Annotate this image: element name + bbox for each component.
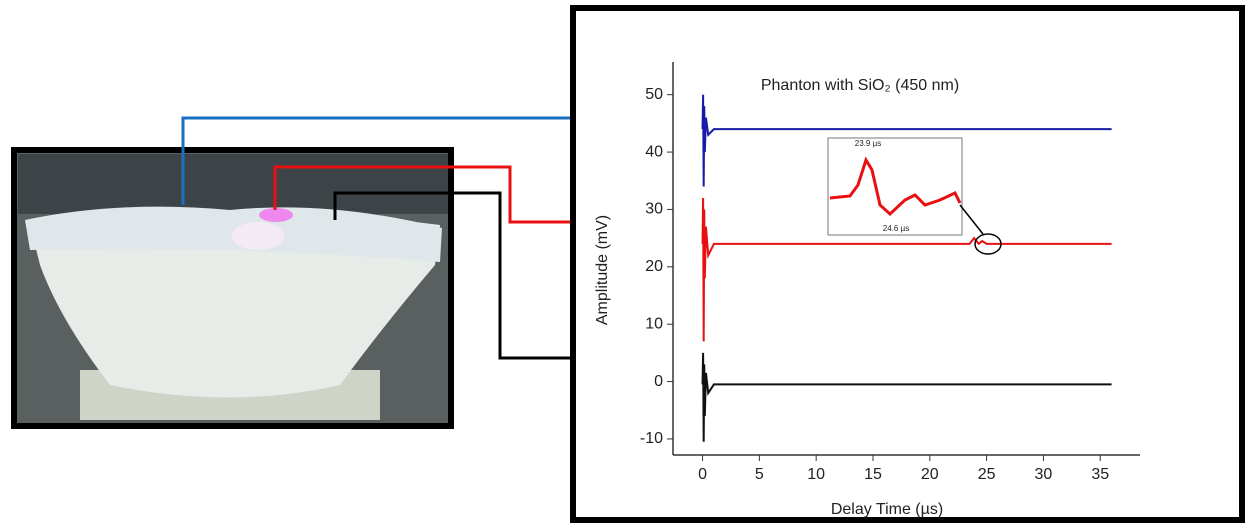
y-axis-label: Amplitude (mV)	[594, 215, 611, 325]
x-tick-label: 0	[698, 466, 707, 483]
highlight-ellipse	[974, 233, 1002, 255]
chart-title: Phanton with SiO₂ (450 nm)	[761, 77, 959, 94]
plot: -10 0 10 20 30 40 50 0 5 10 15 20 25 30 35	[640, 62, 1140, 483]
trace	[701, 197, 1112, 342]
inset-label: 24.6 µs	[883, 224, 909, 233]
x-axis-label: Delay Time (µs)	[831, 501, 943, 518]
x-tick-label: 10	[807, 466, 825, 483]
bowl	[30, 210, 440, 398]
y-tick-label: 50	[645, 86, 663, 103]
trace	[701, 352, 1112, 442]
x-tick-label: 5	[755, 466, 764, 483]
y-tick-label: 0	[654, 373, 663, 390]
photo-background	[18, 154, 448, 214]
light-spot	[232, 222, 284, 250]
x-tick-label: 35	[1091, 466, 1109, 483]
x-tick-label: 25	[978, 466, 996, 483]
x-tick-label: 30	[1035, 466, 1053, 483]
trace	[701, 94, 1112, 187]
chart-frame	[570, 5, 1245, 523]
laser-spot	[259, 208, 293, 222]
inset-frame	[827, 137, 963, 236]
y-tick-label: 30	[645, 201, 663, 218]
black-connector	[333, 191, 650, 360]
x-tick-label: 20	[921, 466, 939, 483]
x-tick-label: 15	[864, 466, 882, 483]
y-tick-label: 10	[645, 315, 663, 332]
blue-connector	[181, 116, 676, 205]
inset-pointer	[959, 204, 984, 235]
red-connector	[273, 165, 660, 224]
y-tick-label: -10	[640, 430, 663, 447]
inset-label: 23.9 µs	[855, 139, 881, 148]
y-tick-label: 40	[645, 143, 663, 160]
y-tick-label: 20	[645, 258, 663, 275]
inset-curve	[829, 156, 962, 217]
photo	[11, 147, 454, 429]
